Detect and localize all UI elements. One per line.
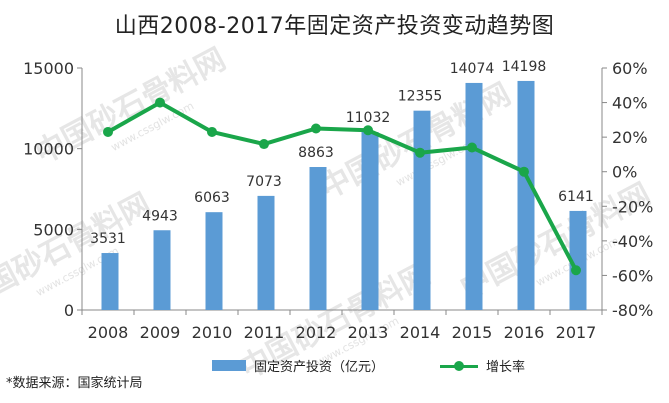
bar-value-label: 14074 xyxy=(450,61,495,77)
bar-value-label: 11032 xyxy=(346,110,391,126)
growth-point xyxy=(519,166,529,177)
bar xyxy=(517,80,535,310)
right-tick-label: -60% xyxy=(612,266,653,285)
legend: 固定资产投资（亿元） 增长率 xyxy=(0,354,669,376)
bar-value-label: 3531 xyxy=(90,231,126,247)
bar xyxy=(569,210,587,310)
growth-point xyxy=(103,126,113,137)
tick-labels: 0 5000 10000 15000 -80% -60% -40% -20% 0% 20% 40% 6… xyxy=(23,59,653,342)
bar xyxy=(205,212,223,310)
bar xyxy=(153,230,171,310)
x-tick-label: 2016 xyxy=(504,323,545,342)
right-tick-label: -40% xyxy=(612,232,653,251)
left-tick-label: 15000 xyxy=(23,59,74,78)
bar xyxy=(465,82,483,310)
bar-value-label: 8863 xyxy=(298,145,334,161)
growth-point xyxy=(207,126,217,137)
x-tick-label: 2017 xyxy=(556,323,597,342)
right-tick-label: 60% xyxy=(612,59,648,78)
left-tick-label: 0 xyxy=(64,301,74,320)
growth-point xyxy=(259,139,269,150)
legend-label-growth: 增长率 xyxy=(486,360,526,375)
x-tick-label: 2012 xyxy=(296,323,337,342)
bar-value-label: 14198 xyxy=(502,59,547,75)
right-tick-label: 40% xyxy=(612,94,648,113)
right-tick-label: -20% xyxy=(612,197,653,216)
growth-point xyxy=(415,147,425,158)
growth-point xyxy=(155,97,165,108)
growth-line xyxy=(103,97,581,276)
legend-item-investment: 固定资产投资（亿元） xyxy=(212,356,384,375)
x-tick-label: 2008 xyxy=(88,323,129,342)
left-tick-label: 5000 xyxy=(33,220,74,239)
legend-bar-swatch xyxy=(212,360,246,371)
bars xyxy=(101,80,587,310)
growth-point xyxy=(311,123,321,134)
bar-value-label: 4943 xyxy=(142,208,178,224)
x-tick-label: 2013 xyxy=(348,323,389,342)
bar xyxy=(309,167,327,310)
growth-point xyxy=(571,265,581,276)
watermark-text: 中国砂石骨料网 xyxy=(0,187,156,316)
right-tick-label: 20% xyxy=(612,128,648,147)
bar xyxy=(413,110,431,310)
bar xyxy=(101,253,119,310)
legend-line-swatch xyxy=(440,360,478,372)
x-tick-label: 2010 xyxy=(192,323,233,342)
data-source-note: *数据来源：国家统计局 xyxy=(6,376,143,391)
bar xyxy=(361,132,379,310)
right-tick-label: -80% xyxy=(612,301,653,320)
bar-value-label: 12355 xyxy=(398,89,443,105)
x-tick-label: 2011 xyxy=(244,323,285,342)
x-tick-label: 2015 xyxy=(452,323,493,342)
bar-value-label: 6063 xyxy=(194,190,230,206)
bar xyxy=(257,195,275,310)
x-tick-label: 2014 xyxy=(400,323,441,342)
growth-point xyxy=(467,142,477,153)
right-tick-label: 0% xyxy=(612,163,637,182)
chart-title: 山西2008-2017年固定资产投资变动趋势图 xyxy=(114,14,555,39)
left-tick-label: 10000 xyxy=(23,140,74,159)
bar-value-label: 7073 xyxy=(246,174,282,190)
legend-label-investment: 固定资产投资（亿元） xyxy=(254,360,385,375)
x-tick-label: 2009 xyxy=(140,323,181,342)
growth-line-path xyxy=(107,100,578,272)
legend-item-growth: 增长率 xyxy=(440,356,525,375)
bar-labels: 3531 4943 6063 7073 8863 11032 12355 14074 14198… xyxy=(90,59,594,247)
growth-point xyxy=(363,125,373,136)
bar-value-label: 6141 xyxy=(558,189,594,205)
